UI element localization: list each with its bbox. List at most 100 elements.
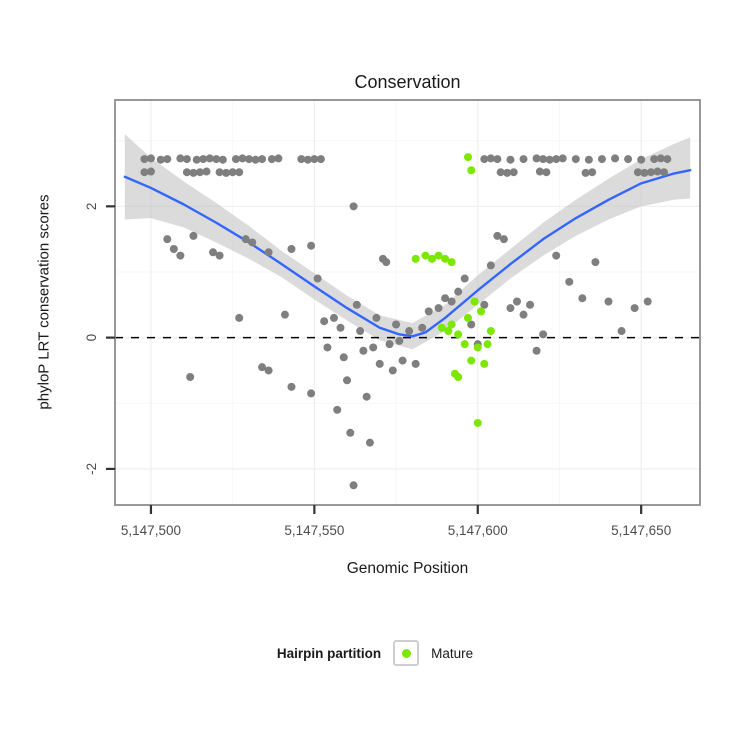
data-point bbox=[578, 294, 587, 303]
data-point bbox=[182, 155, 191, 164]
data-point bbox=[372, 313, 381, 322]
data-point bbox=[653, 167, 662, 176]
x-axis-label: Genomic Position bbox=[346, 560, 469, 577]
data-point bbox=[486, 154, 495, 163]
data-point bbox=[238, 154, 247, 163]
data-point bbox=[496, 168, 505, 177]
data-point bbox=[535, 167, 544, 176]
data-point bbox=[316, 155, 325, 164]
data-point bbox=[463, 313, 472, 322]
data-point bbox=[519, 155, 528, 164]
data-point bbox=[205, 154, 214, 163]
data-point bbox=[140, 168, 149, 177]
x-tick-label: 5,147,550 bbox=[284, 523, 344, 538]
data-point bbox=[447, 258, 456, 267]
data-point bbox=[467, 320, 476, 329]
y-tick-label: 2 bbox=[84, 203, 99, 211]
data-point bbox=[405, 327, 414, 336]
data-point bbox=[333, 405, 342, 414]
data-point bbox=[146, 167, 155, 176]
data-point bbox=[532, 154, 541, 163]
y-tick-label: -2 bbox=[84, 463, 99, 475]
data-point bbox=[499, 235, 508, 244]
data-point bbox=[526, 300, 535, 309]
data-point bbox=[467, 356, 476, 365]
data-point bbox=[617, 327, 626, 336]
data-point bbox=[382, 258, 391, 267]
data-point bbox=[349, 202, 358, 211]
data-point bbox=[365, 438, 374, 447]
data-point bbox=[532, 346, 541, 355]
data-point bbox=[231, 155, 240, 164]
data-point bbox=[506, 304, 515, 313]
data-point bbox=[418, 323, 427, 332]
data-point bbox=[434, 251, 443, 260]
data-point bbox=[209, 248, 218, 257]
data-point bbox=[509, 168, 518, 177]
data-point bbox=[447, 297, 456, 306]
data-point bbox=[215, 251, 224, 260]
data-point bbox=[503, 168, 512, 177]
data-point bbox=[545, 155, 554, 164]
data-point bbox=[395, 336, 404, 345]
legend: Hairpin partition Mature bbox=[0, 640, 750, 666]
data-point bbox=[287, 245, 296, 254]
data-point bbox=[241, 235, 250, 244]
data-point bbox=[454, 330, 463, 339]
data-point bbox=[169, 245, 178, 254]
y-axis: -2 0 2 bbox=[84, 203, 115, 475]
data-point bbox=[352, 300, 361, 309]
data-point bbox=[267, 155, 276, 164]
data-point bbox=[323, 343, 332, 352]
data-point bbox=[640, 168, 649, 177]
legend-key bbox=[393, 640, 420, 666]
data-point bbox=[483, 340, 492, 349]
data-point bbox=[303, 155, 312, 164]
data-point bbox=[444, 327, 453, 336]
data-point bbox=[362, 392, 371, 401]
data-point bbox=[454, 373, 463, 382]
data-point bbox=[369, 343, 378, 352]
data-point bbox=[539, 330, 548, 339]
data-point bbox=[313, 274, 322, 283]
data-point bbox=[434, 304, 443, 313]
data-point bbox=[646, 168, 655, 177]
data-point bbox=[375, 359, 384, 368]
data-point bbox=[506, 155, 515, 164]
data-point bbox=[189, 231, 198, 240]
data-point bbox=[493, 231, 502, 240]
data-point bbox=[264, 248, 273, 257]
data-point bbox=[604, 297, 613, 306]
x-tick-label: 5,147,600 bbox=[448, 523, 508, 538]
data-point bbox=[346, 428, 355, 437]
data-point bbox=[310, 155, 319, 164]
data-point bbox=[222, 168, 231, 177]
data-point bbox=[264, 366, 273, 375]
data-point bbox=[182, 168, 191, 177]
data-point bbox=[146, 154, 155, 163]
data-point bbox=[571, 155, 580, 164]
data-point bbox=[307, 241, 316, 250]
data-point bbox=[287, 382, 296, 391]
data-point bbox=[218, 155, 227, 164]
data-point bbox=[477, 307, 486, 316]
data-point bbox=[656, 154, 665, 163]
data-point bbox=[597, 155, 606, 164]
data-point bbox=[643, 297, 652, 306]
data-point bbox=[463, 153, 472, 162]
data-point bbox=[215, 168, 224, 177]
data-point bbox=[633, 168, 642, 177]
data-point bbox=[542, 168, 551, 177]
data-point bbox=[581, 168, 590, 177]
data-point bbox=[140, 155, 149, 164]
data-point bbox=[189, 168, 198, 177]
chart-title: Conservation bbox=[354, 72, 461, 92]
data-point bbox=[176, 251, 185, 260]
panel-background bbox=[115, 100, 700, 505]
data-point bbox=[280, 310, 289, 319]
data-point bbox=[584, 155, 593, 164]
data-point bbox=[385, 340, 394, 349]
data-point bbox=[248, 238, 257, 247]
x-tick-label: 5,147,500 bbox=[121, 523, 181, 538]
data-point bbox=[212, 155, 221, 164]
